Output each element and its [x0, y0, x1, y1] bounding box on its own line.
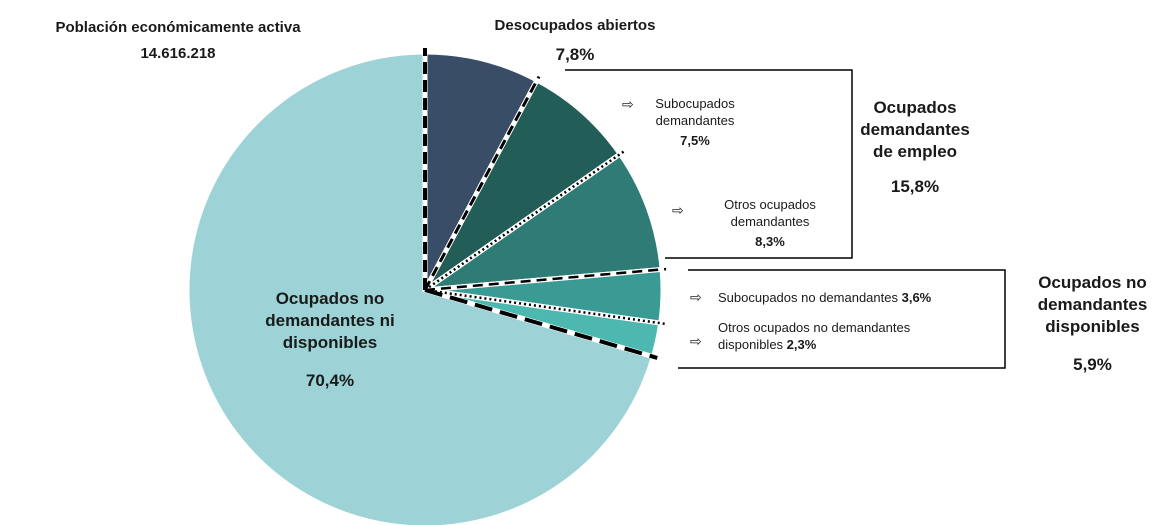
value-label: 70,4% [305, 371, 355, 390]
arrow-icon: ⇨ [690, 333, 702, 349]
pie-slice [415, 150, 665, 294]
chart-subtitle: 14.616.218 [140, 45, 216, 62]
group-value-label: 5,9% [1073, 355, 1112, 374]
category-text: Otros ocupados no demandantes disponible… [718, 320, 911, 352]
slice-separator [423, 75, 541, 291]
category-label: Ocupados no demandantes ni disponibles [265, 289, 395, 353]
group-bracket [565, 69, 853, 259]
category-label: Desocupados abiertos [494, 17, 656, 34]
slice-separator [424, 288, 658, 360]
group-label: Ocupados no demandantes disponibles [1037, 273, 1148, 337]
slice-separator [424, 288, 665, 325]
pie-slice [184, 49, 657, 525]
value-label: 7,8% [555, 45, 595, 64]
value-label: 3,6% [901, 290, 932, 305]
category-label: Otros ocupados demandantes [724, 197, 816, 229]
slice-separator [424, 150, 625, 292]
group-value-label: 15,8% [890, 177, 940, 196]
arrow-icon: ⇨ [622, 96, 634, 112]
value-label: 8,3% [755, 234, 785, 249]
chart-title: Población económicamente activa [55, 19, 301, 36]
value-label: 2,3% [786, 336, 817, 352]
slice-separator [424, 267, 667, 292]
category-text: Subocupados no demandantes [718, 290, 898, 305]
group-bracket [678, 269, 1006, 369]
arrow-icon: ⇨ [690, 289, 702, 305]
group-label: Ocupados demandantes de empleo [860, 98, 970, 162]
category-label: Subocupados demandantes [655, 96, 735, 128]
value-label: 7,5% [680, 133, 710, 148]
pie-slice [422, 49, 541, 292]
category-label: Subocupados no demandantes 3,6% [718, 290, 931, 307]
arrow-icon: ⇨ [672, 202, 684, 218]
category-label: Otros ocupados no demandantes disponible… [718, 320, 978, 354]
